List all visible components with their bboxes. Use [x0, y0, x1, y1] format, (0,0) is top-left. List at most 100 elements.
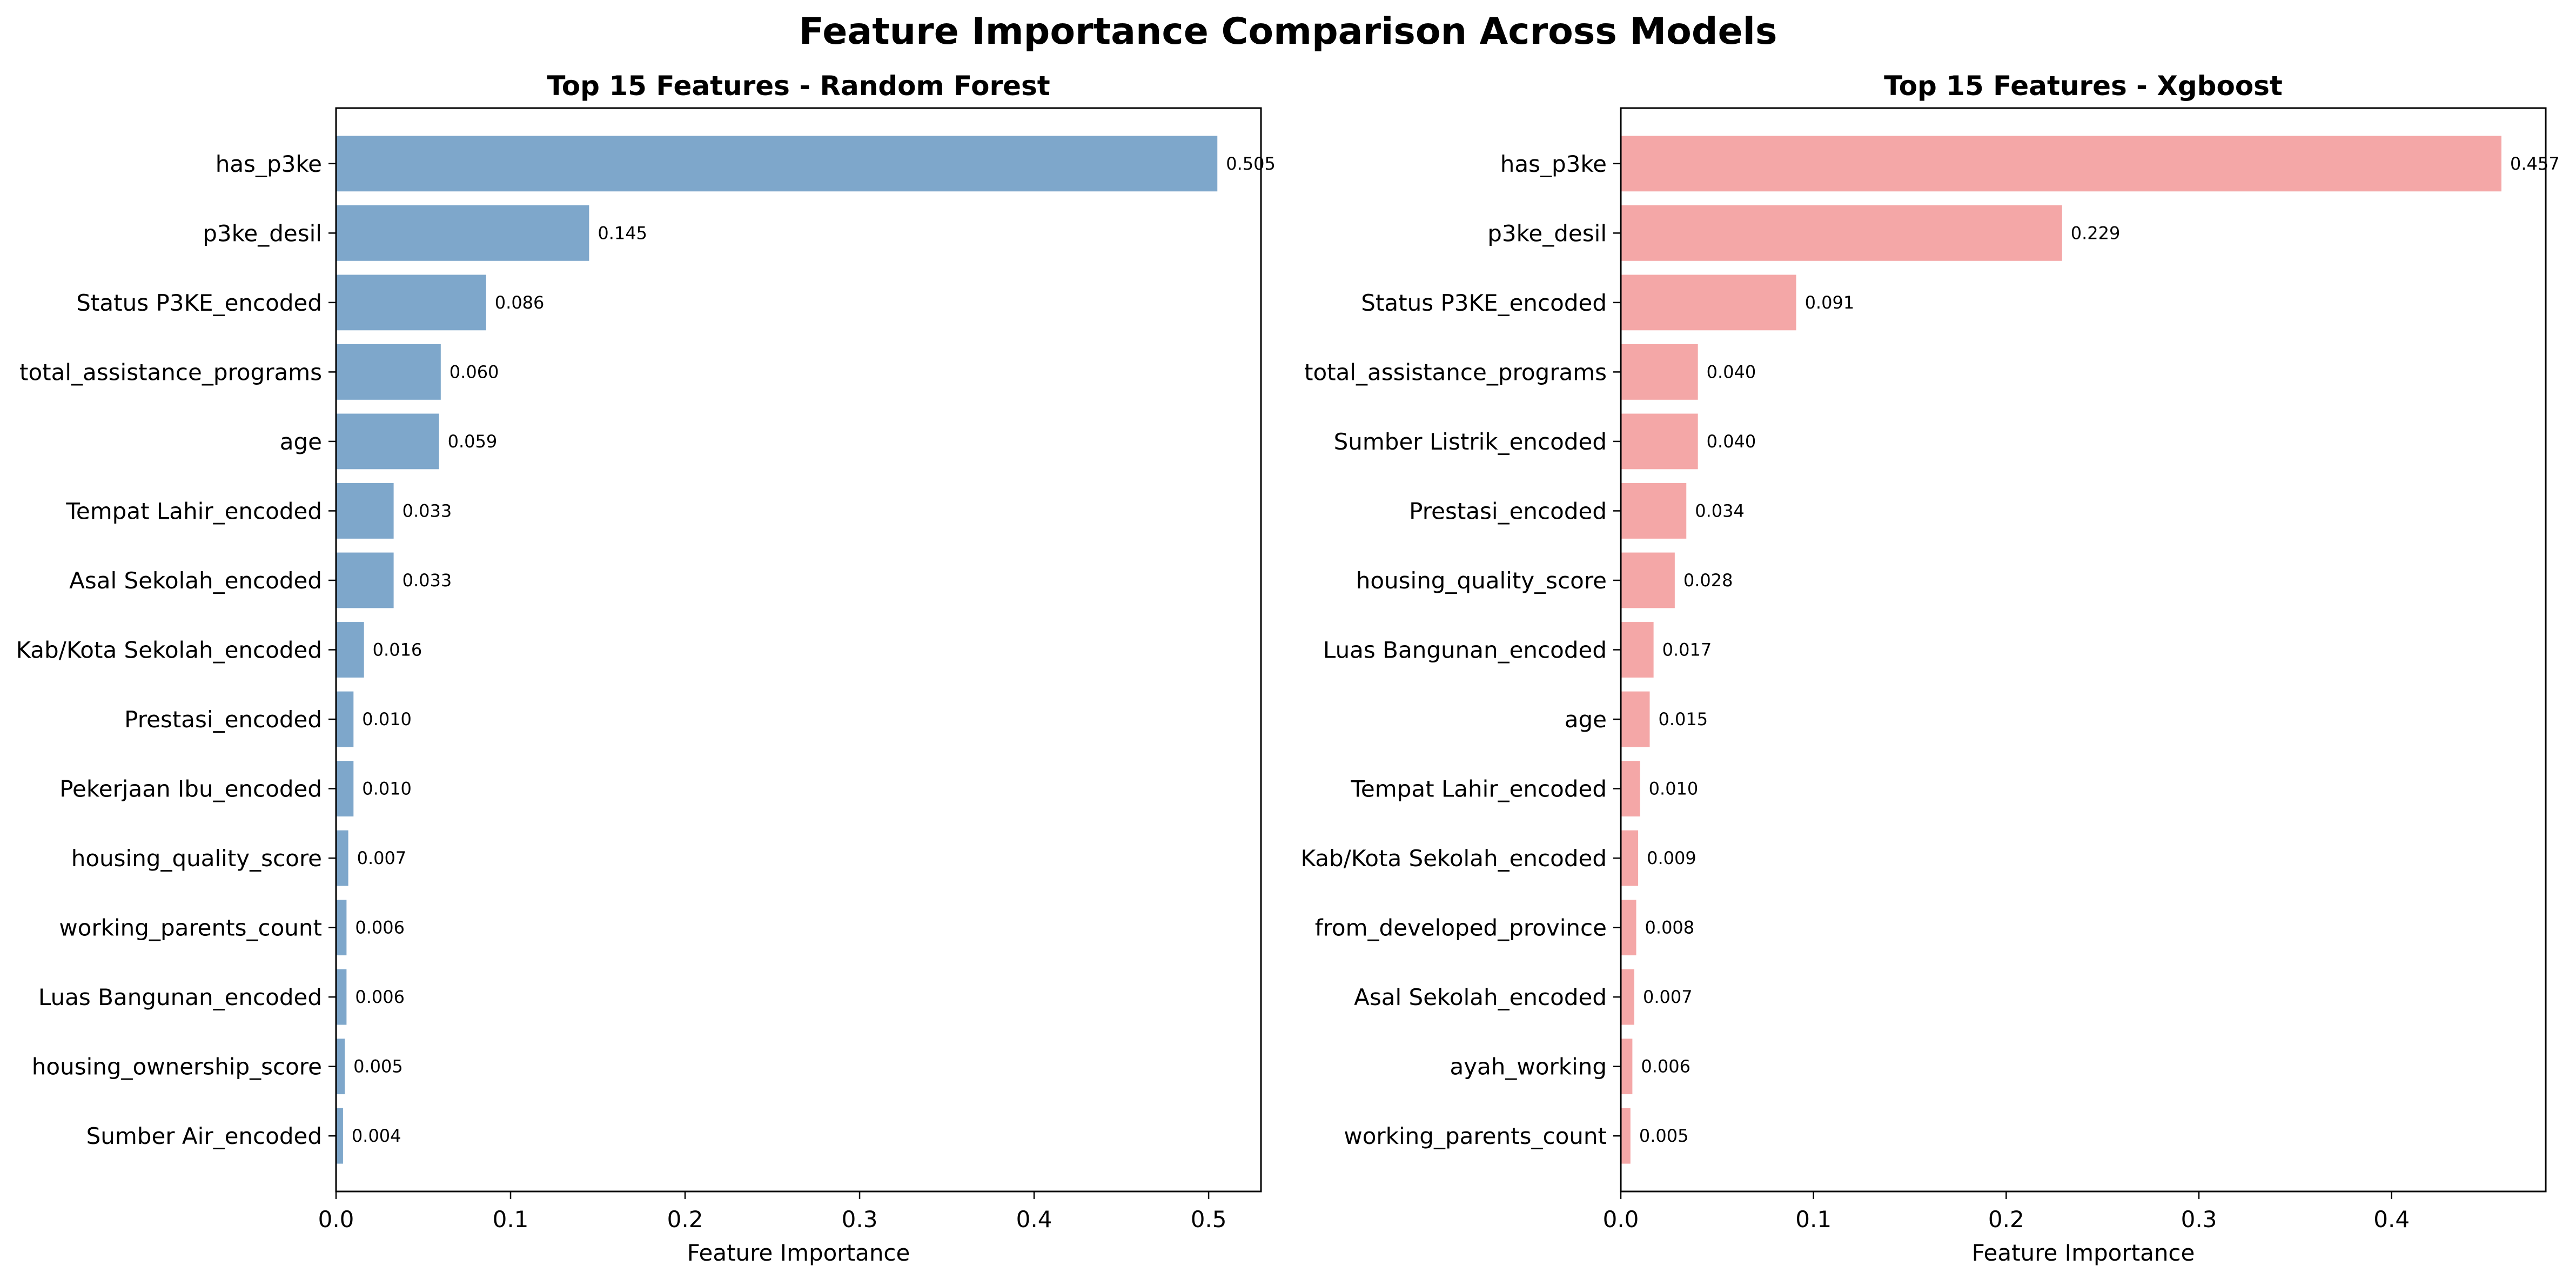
y-tick-label: p3ke_desil	[203, 220, 322, 246]
data-label: 0.016	[373, 640, 422, 660]
y-tick-label: Prestasi_encoded	[1409, 498, 1607, 524]
data-label: 0.040	[1707, 361, 1756, 382]
figure-title: Feature Importance Comparison Across Mod…	[799, 10, 1777, 53]
y-tick-label: total_assistance_programs	[19, 359, 322, 385]
bar	[336, 830, 348, 886]
data-label: 0.010	[1649, 779, 1699, 799]
data-label: 0.007	[357, 848, 407, 868]
data-label: 0.004	[352, 1126, 401, 1146]
y-tick-label: housing_quality_score	[71, 845, 322, 872]
y-tick-label: ayah_working	[1450, 1054, 1607, 1080]
bar	[336, 483, 394, 539]
data-label: 0.086	[495, 292, 545, 313]
bar	[1621, 691, 1650, 747]
bar	[336, 969, 347, 1025]
data-label: 0.028	[1683, 570, 1733, 591]
data-label: 0.033	[403, 500, 452, 521]
y-tick-label: Pekerjaan Ibu_encoded	[59, 776, 322, 802]
bar	[336, 344, 441, 400]
y-tick-label: Prestasi_encoded	[124, 706, 322, 733]
bar	[336, 552, 394, 608]
data-label: 0.017	[1662, 640, 1712, 660]
y-tick-label: total_assistance_programs	[1304, 359, 1607, 385]
bar	[1621, 761, 1640, 816]
x-axis-label: Feature Importance	[1972, 1240, 2195, 1266]
data-label: 0.060	[450, 361, 499, 382]
data-label: 0.009	[1647, 848, 1696, 868]
y-tick-label: working_parents_count	[1344, 1123, 1607, 1149]
x-tick-label: 0.3	[2181, 1206, 2217, 1233]
y-tick-label: from_developed_province	[1315, 915, 1607, 941]
data-label: 0.005	[1639, 1126, 1689, 1146]
x-tick-label: 0.5	[1191, 1206, 1227, 1233]
data-label: 0.229	[2071, 223, 2121, 243]
data-label: 0.006	[355, 918, 405, 938]
bar	[336, 691, 354, 747]
y-tick-label: Status P3KE_encoded	[1361, 290, 1607, 316]
data-label: 0.007	[1643, 987, 1693, 1007]
bar	[1621, 413, 1698, 470]
x-tick-label: 0.2	[1988, 1206, 2024, 1233]
y-tick-label: age	[280, 428, 322, 455]
chart-panel-1: Top 15 Features - Random Forest 0.505 has_…	[16, 70, 1275, 1266]
y-tick-label: Kab/Kota Sekolah_encoded	[16, 637, 322, 664]
y-tick-label: working_parents_count	[59, 915, 322, 941]
bar	[336, 413, 439, 470]
data-label: 0.010	[362, 779, 412, 799]
data-label: 0.033	[403, 570, 452, 591]
x-tick-label: 0.0	[318, 1206, 354, 1233]
y-tick-label: Tempat Lahir_encoded	[1350, 776, 1607, 802]
bar	[1621, 969, 1634, 1025]
bar	[336, 622, 364, 678]
data-label: 0.040	[1707, 431, 1756, 452]
data-label: 0.015	[1659, 709, 1708, 729]
y-tick-label: housing_ownership_score	[32, 1054, 322, 1080]
chart-title: Top 15 Features - Random Forest	[547, 70, 1050, 102]
bar	[1621, 552, 1675, 608]
data-label: 0.005	[353, 1056, 403, 1077]
data-label: 0.091	[1805, 292, 1855, 313]
data-label: 0.008	[1645, 918, 1695, 938]
bar	[336, 1108, 343, 1164]
data-label: 0.006	[355, 987, 405, 1007]
bar	[1621, 483, 1687, 539]
y-tick-label: Asal Sekolah_encoded	[1354, 984, 1607, 1010]
x-tick-label: 0.4	[2373, 1206, 2410, 1233]
bar	[1621, 274, 1796, 331]
y-tick-label: Sumber Listrik_encoded	[1334, 428, 1607, 455]
data-label: 0.505	[1226, 153, 1276, 174]
bar	[1621, 1108, 1631, 1164]
y-tick-label: has_p3ke	[216, 151, 322, 177]
y-tick-label: Asal Sekolah_encoded	[69, 567, 322, 594]
y-tick-label: p3ke_desil	[1487, 220, 1607, 246]
x-tick-label: 0.1	[1795, 1206, 1832, 1233]
data-label: 0.457	[2510, 153, 2560, 174]
y-tick-label: Kab/Kota Sekolah_encoded	[1300, 845, 1607, 872]
bar	[336, 761, 354, 816]
bar	[1621, 622, 1654, 678]
y-tick-label: has_p3ke	[1500, 151, 1607, 177]
x-tick-label: 0.3	[842, 1206, 878, 1233]
bar	[336, 274, 486, 331]
bar	[1621, 830, 1639, 886]
bar	[1621, 1039, 1633, 1095]
bar	[1621, 344, 1698, 400]
x-axis-label: Feature Importance	[687, 1240, 910, 1266]
x-tick-label: 0.4	[1016, 1206, 1052, 1233]
bar	[1621, 136, 2501, 192]
data-label: 0.145	[598, 223, 647, 243]
bar	[1621, 205, 2062, 261]
y-tick-label: Sumber Air_encoded	[86, 1123, 322, 1149]
data-label: 0.010	[362, 709, 412, 729]
y-tick-label: age	[1565, 706, 1607, 733]
data-label: 0.059	[448, 431, 498, 452]
chart-title: Top 15 Features - Xgboost	[1884, 70, 2283, 102]
y-tick-label: Luas Bangunan_encoded	[38, 984, 322, 1010]
plot-frame	[1620, 107, 2547, 1193]
x-tick-label: 0.1	[493, 1206, 529, 1233]
bar	[336, 136, 1218, 192]
y-tick-label: Status P3KE_encoded	[76, 290, 322, 316]
bar	[336, 205, 589, 261]
x-tick-label: 0.2	[667, 1206, 703, 1233]
